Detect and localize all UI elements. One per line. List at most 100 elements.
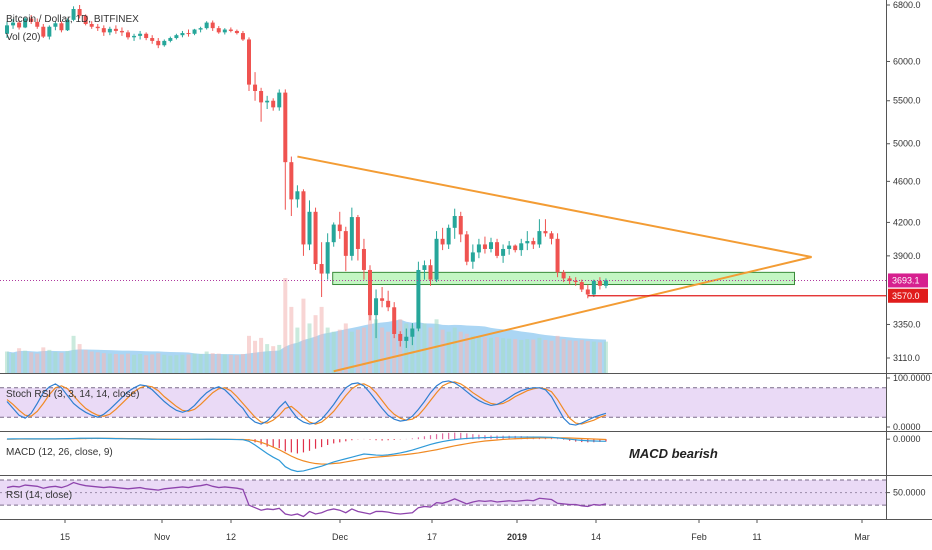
volume-bar <box>549 340 554 373</box>
trendlines-layer <box>297 155 812 373</box>
volume-bar <box>83 349 88 373</box>
volume-bar <box>77 344 82 373</box>
volume-bar <box>53 351 58 373</box>
candle-body <box>398 333 403 341</box>
volume-bar <box>440 329 445 373</box>
candle-body <box>301 191 306 245</box>
price-tick-label: 3900.0 <box>893 251 921 261</box>
volume-layer <box>5 278 608 373</box>
volume-bar <box>349 331 354 373</box>
candle-body <box>325 242 330 274</box>
candle-body <box>259 91 264 103</box>
candle-body <box>89 23 94 27</box>
volume-bar <box>585 341 590 373</box>
candle-body <box>585 289 590 295</box>
volume-bar <box>507 338 512 373</box>
volume-bar <box>150 354 155 373</box>
candle-body <box>71 8 76 20</box>
current-price-tag: 3693.1 <box>892 275 920 285</box>
candle-body <box>289 162 294 200</box>
candle-body <box>458 216 463 235</box>
volume-bar <box>23 350 28 373</box>
candle-body <box>452 216 457 228</box>
candle-body <box>11 22 16 26</box>
volume-bar <box>156 353 161 373</box>
candle-body <box>113 28 118 31</box>
volume-bar <box>277 344 282 373</box>
rsi-line <box>6 481 607 518</box>
stoch-rsi-pane[interactable] <box>0 380 886 426</box>
volume-bar <box>89 351 94 373</box>
volume-bar <box>234 355 239 373</box>
volume-bar <box>132 354 137 373</box>
volume-bar <box>464 333 469 373</box>
volume-bar <box>410 325 415 373</box>
macd-label: MACD (12, 26, close, 9) <box>6 447 113 458</box>
time-axis[interactable]: 15 Nov 12 Dec 17 2019 14 Feb 11 Mar <box>60 519 870 542</box>
volume-bar <box>17 348 22 373</box>
volume-bar <box>289 306 294 373</box>
stoch-tick-0: 0.0000 <box>893 422 921 432</box>
volume-bar <box>253 340 258 373</box>
price-pane[interactable] <box>0 5 886 373</box>
volume-bar <box>11 353 16 373</box>
volume-bar <box>428 327 433 373</box>
candle-body <box>495 242 500 256</box>
rsi-tick-50: 50.0000 <box>893 488 926 498</box>
time-tick-label: Nov <box>154 532 171 542</box>
candle-body <box>555 238 560 273</box>
time-tick-label: 12 <box>226 532 236 542</box>
volume-bar <box>501 338 506 373</box>
rsi-pane[interactable] <box>0 479 886 518</box>
volume-bar <box>513 339 518 373</box>
stoch-d-line <box>6 381 607 425</box>
volume-bar <box>355 329 360 373</box>
volume-bar <box>573 340 578 373</box>
candle-body <box>361 248 366 270</box>
volume-bar <box>101 353 106 373</box>
candle-body <box>156 40 161 46</box>
candle-body <box>313 211 318 265</box>
volume-bar <box>198 354 203 373</box>
candle-body <box>307 211 312 245</box>
volume-bar <box>47 349 52 373</box>
candle-body <box>119 30 124 33</box>
volume-bar <box>283 278 288 373</box>
macd-line <box>6 436 606 473</box>
chart-title: Bitcoin / Dollar, 1D, BITFINEX <box>6 14 139 25</box>
time-tick-label: Dec <box>332 532 349 542</box>
candle-body <box>53 23 58 27</box>
candle-body <box>59 23 64 31</box>
volume-bar <box>247 335 251 373</box>
candle-body <box>489 242 493 249</box>
volume-bar <box>603 341 608 373</box>
candle-body <box>561 272 566 279</box>
volume-bar <box>95 352 100 373</box>
volume-bar <box>144 355 149 373</box>
volume-bar <box>489 337 493 373</box>
candle-body <box>240 33 245 40</box>
volume-bar <box>361 327 366 373</box>
volume-bar <box>192 353 197 373</box>
candle-body <box>440 238 445 245</box>
volume-bar <box>259 337 264 373</box>
volume-bar <box>186 354 191 373</box>
price-axis[interactable]: 6800.0 6000.0 5500.0 5000.0 4600.0 4200.0 3900… <box>886 0 931 498</box>
candle-body <box>428 265 433 280</box>
volume-bar <box>71 335 76 373</box>
rsi-label: RSI (14, close) <box>6 490 72 501</box>
macd-pane[interactable] <box>6 432 607 473</box>
support-trendline <box>333 256 812 373</box>
volume-bar <box>35 353 40 373</box>
volume-bar <box>452 327 457 373</box>
candle-body <box>83 15 88 24</box>
candle-body <box>470 252 475 262</box>
candle-body <box>47 26 52 37</box>
candle-body <box>77 8 82 16</box>
candle-body <box>464 234 469 262</box>
volume-bar <box>210 353 215 373</box>
candle-body <box>253 84 258 92</box>
price-tick-label: 4600.0 <box>893 176 921 186</box>
volume-bar <box>162 354 167 373</box>
